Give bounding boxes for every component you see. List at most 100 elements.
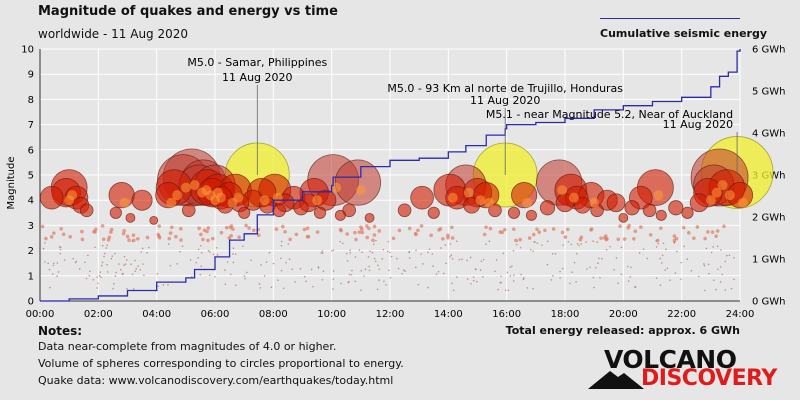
- small-quake-dot: [360, 269, 363, 272]
- small-quake-dot: [717, 268, 719, 271]
- small-quake-dot: [332, 288, 334, 290]
- quake-circle: [689, 193, 709, 213]
- small-quake-dot: [532, 250, 534, 252]
- small-quake-dot: [97, 282, 99, 285]
- small-quake-dot: [518, 237, 522, 242]
- small-quake-dot: [354, 237, 358, 242]
- small-quake-dot: [622, 237, 627, 241]
- small-quake-dot: [520, 273, 522, 276]
- small-quake-dot: [543, 228, 547, 233]
- small-quake-dot: [642, 248, 645, 250]
- small-quake-dot: [137, 265, 139, 267]
- small-quake-dot: [122, 272, 124, 275]
- small-quake-dot: [263, 275, 266, 277]
- small-quake-dot: [655, 277, 658, 279]
- small-quake-dot: [110, 257, 113, 260]
- small-quake-dot: [113, 282, 115, 285]
- small-quake-dot: [552, 274, 554, 277]
- small-quake-dot: [178, 226, 183, 231]
- quake-circle: [293, 200, 309, 216]
- small-quake-dot: [541, 244, 543, 246]
- small-quake-dot: [48, 268, 51, 271]
- small-quake-dot: [638, 252, 641, 254]
- small-quake-dot: [500, 275, 502, 278]
- small-quake-dot: [131, 273, 134, 276]
- quake-circle: [606, 193, 626, 213]
- small-quake-dot: [598, 257, 600, 260]
- small-quake-dot: [162, 284, 165, 286]
- small-quake-dot: [100, 264, 103, 267]
- quake-circle: [125, 212, 136, 223]
- quake-accent: [463, 187, 474, 198]
- small-quake-dot: [605, 248, 608, 251]
- small-quake-dot: [59, 226, 64, 231]
- small-quake-dot: [265, 261, 268, 263]
- small-quake-dot: [396, 257, 398, 260]
- small-quake-dot: [529, 248, 532, 251]
- small-quake-dot: [674, 236, 679, 241]
- small-quake-dot: [105, 247, 108, 249]
- small-quake-dot: [589, 266, 591, 269]
- small-quake-dot: [78, 268, 81, 270]
- small-quake-dot: [450, 254, 453, 256]
- small-quake-dot: [537, 230, 542, 234]
- x-tick-label: 12:00: [376, 309, 405, 320]
- small-quake-dot: [206, 226, 211, 230]
- small-quake-dot: [56, 262, 59, 264]
- small-quake-dot: [135, 267, 138, 270]
- small-quake-dot: [251, 228, 256, 233]
- small-quake-dot: [705, 247, 708, 250]
- small-quake-dot: [404, 270, 406, 272]
- small-quake-dot: [156, 232, 161, 237]
- x-tick-label: 24:00: [726, 309, 755, 320]
- quake-accent: [522, 197, 533, 208]
- small-quake-dot: [131, 233, 136, 238]
- small-quake-dot: [480, 260, 483, 263]
- small-quake-dot: [234, 284, 237, 287]
- small-quake-dot: [569, 282, 571, 285]
- small-quake-dot: [274, 227, 279, 231]
- small-quake-dot: [317, 267, 320, 269]
- small-quake-dot: [495, 259, 498, 261]
- small-quake-dot: [551, 227, 556, 231]
- quake-accent: [447, 192, 458, 203]
- small-quake-dot: [363, 275, 365, 277]
- small-quake-dot: [237, 235, 241, 239]
- y-tick-label: 1: [28, 271, 34, 282]
- quake-circle: [681, 206, 694, 219]
- small-quake-dot: [550, 279, 553, 281]
- logo-line1: VOLCANO: [604, 345, 737, 374]
- small-quake-dot: [340, 282, 342, 285]
- small-quake-dot: [676, 250, 678, 253]
- small-quake-dot: [280, 257, 282, 260]
- small-quake-dot: [212, 253, 215, 256]
- small-quake-dot: [683, 245, 685, 248]
- small-quake-dot: [321, 252, 324, 255]
- small-quake-dot: [359, 227, 364, 231]
- small-quake-dot: [268, 251, 271, 254]
- small-quake-dot: [546, 240, 549, 243]
- small-quake-dot: [484, 225, 488, 229]
- small-quake-dot: [259, 287, 262, 289]
- small-quake-dot: [89, 270, 91, 273]
- small-quake-dot: [315, 230, 320, 234]
- x-tick-label: 10:00: [317, 309, 346, 320]
- annotation-date: 11 Aug 2020: [663, 118, 733, 131]
- small-quake-dot: [626, 226, 631, 230]
- quake-accent: [484, 197, 495, 208]
- small-quake-dot: [661, 262, 663, 264]
- y-tick-label: 9: [28, 70, 34, 81]
- small-quake-dot: [527, 236, 532, 240]
- small-quake-dot: [704, 289, 706, 292]
- small-quake-dot: [681, 225, 686, 230]
- small-quake-dot: [497, 288, 499, 291]
- x-tick-label: 04:00: [142, 309, 171, 320]
- small-quake-dot: [716, 245, 719, 248]
- small-quake-dot: [199, 273, 202, 276]
- small-quake-dot: [601, 257, 603, 260]
- small-quake-dot: [402, 269, 405, 271]
- small-quake-dot: [712, 246, 714, 248]
- small-quake-dot: [141, 247, 144, 250]
- small-quake-dot: [291, 268, 294, 271]
- small-quake-dot: [242, 245, 244, 248]
